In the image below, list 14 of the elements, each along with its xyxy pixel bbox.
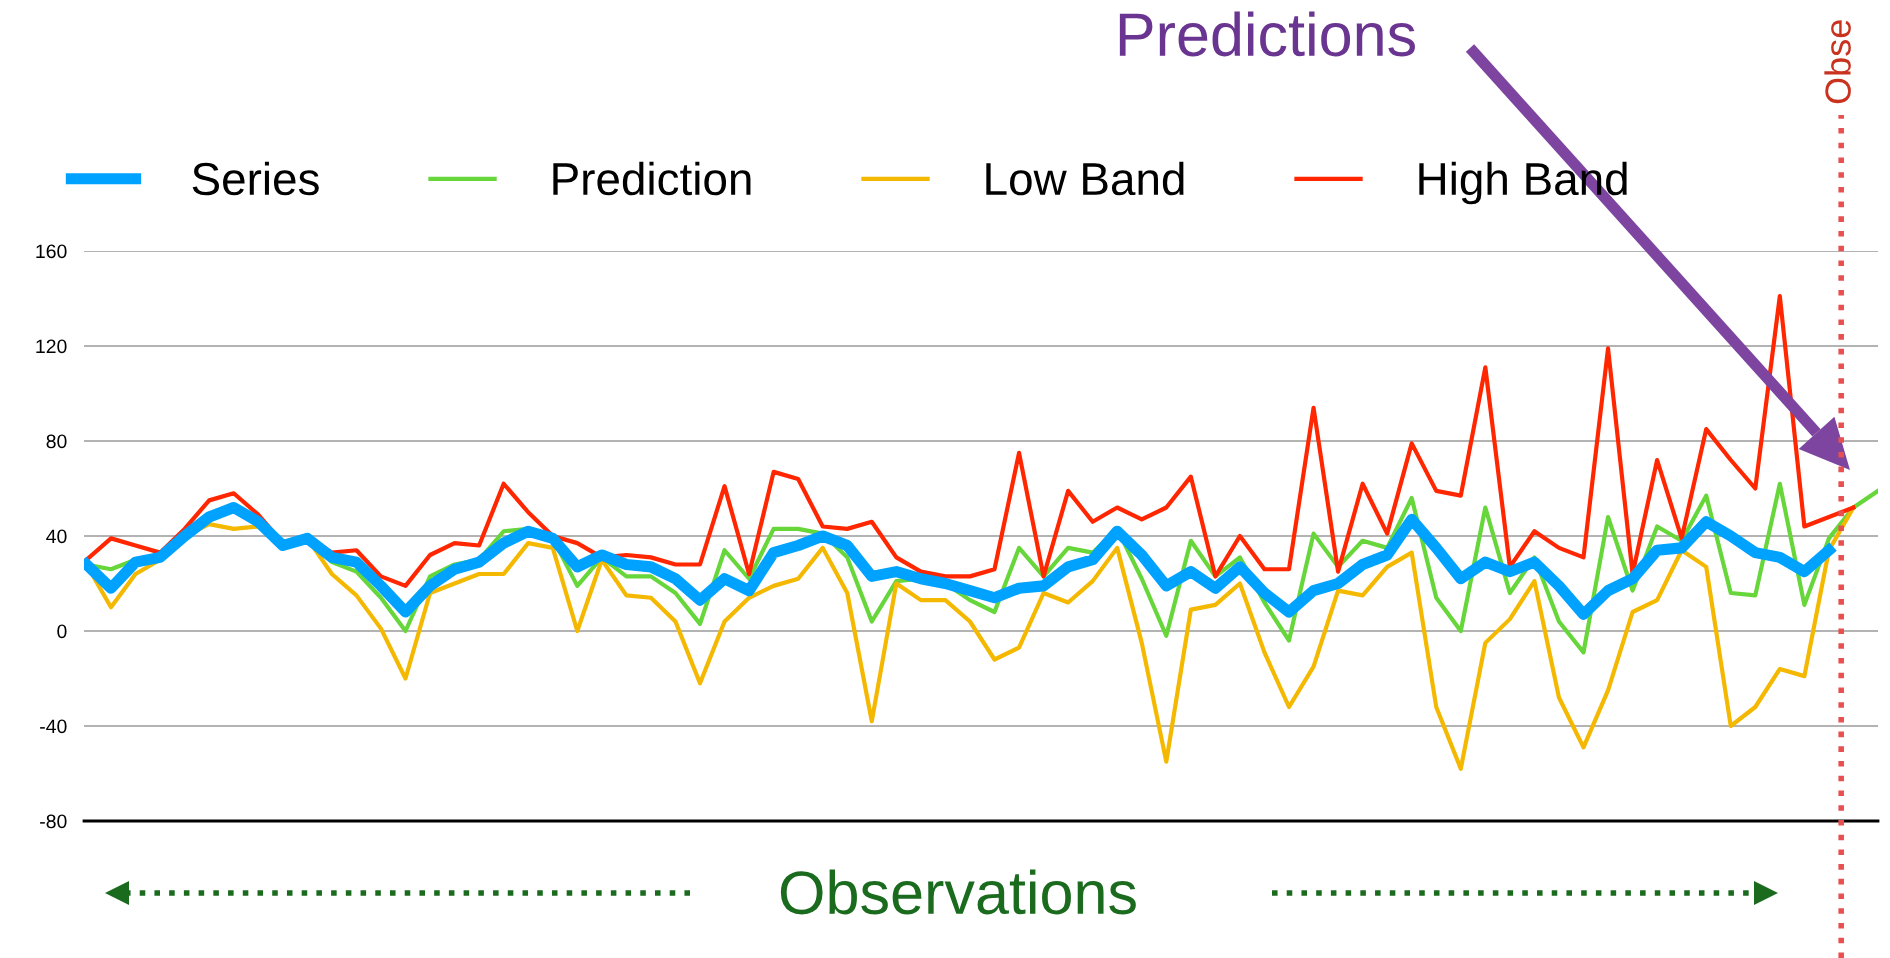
legend-label: Series: [192, 161, 319, 196]
line-series: [84, 294, 1856, 588]
text: Predictions: [1119, 11, 1415, 57]
legend-label: Low Band: [986, 161, 1184, 196]
y-tick-label: 0: [57, 624, 67, 639]
text: Observations: [780, 869, 1136, 915]
y-tick-label: 160: [36, 244, 67, 259]
text: Obse: [1824, 20, 1851, 104]
y-tick-label: 40: [46, 529, 67, 544]
legend-label: Prediction: [553, 161, 751, 196]
y-tick-label: -40: [40, 719, 67, 734]
y-tick-label: -80: [40, 814, 67, 829]
y-tick-label: 80: [46, 434, 67, 449]
y-tick-label: 120: [36, 339, 67, 354]
